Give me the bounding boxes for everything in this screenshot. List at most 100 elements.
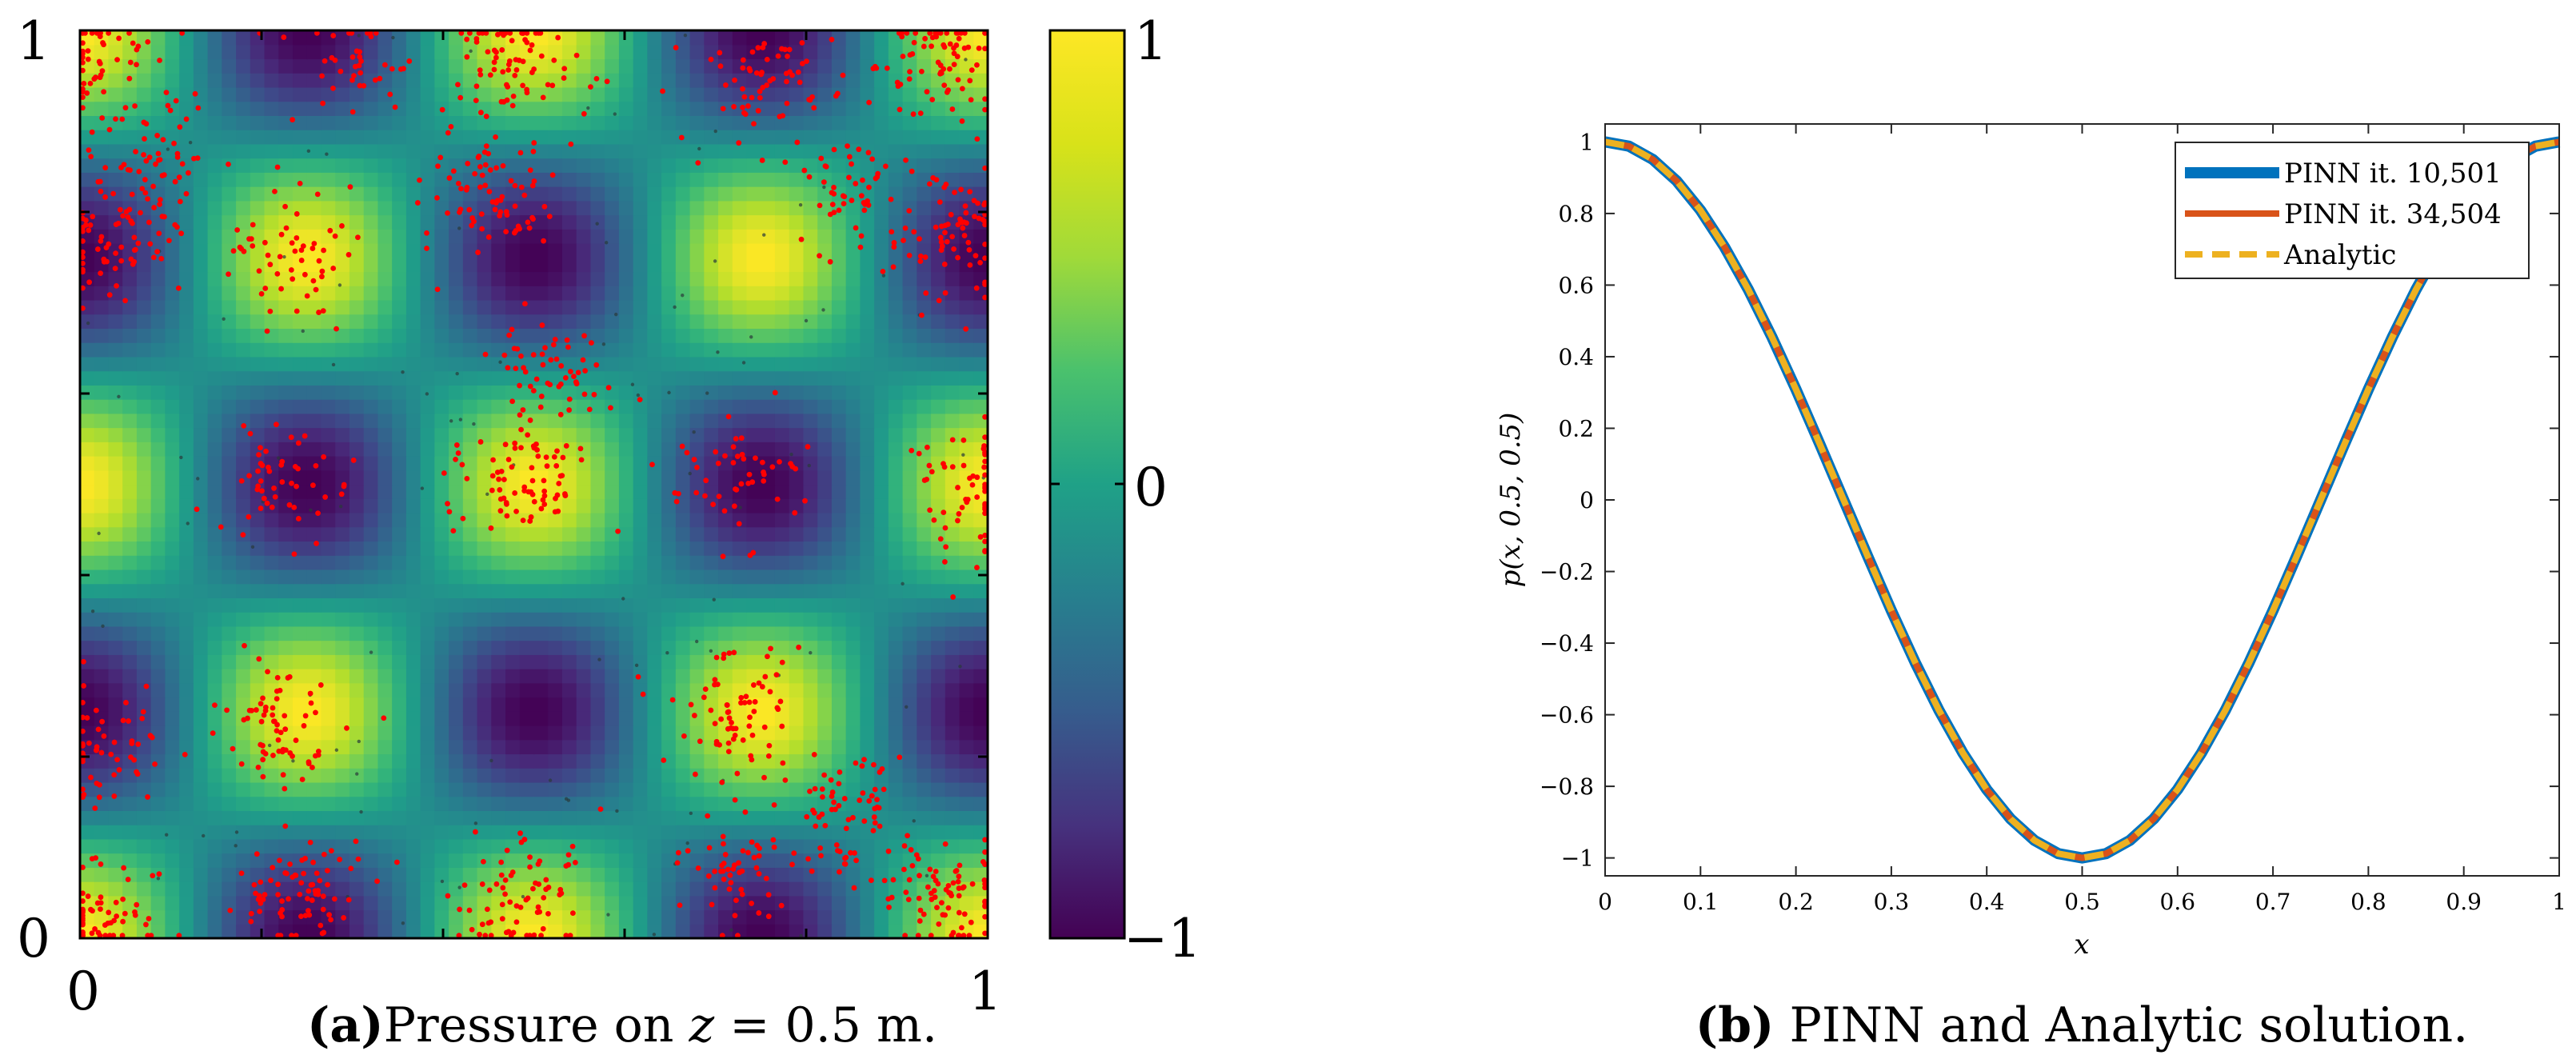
residual-point xyxy=(738,886,745,893)
residual-point xyxy=(581,391,588,398)
residual-point xyxy=(725,749,732,755)
residual-point xyxy=(348,865,354,872)
residual-point xyxy=(99,718,106,725)
residual-point xyxy=(509,102,516,109)
x-tick-label: 1 xyxy=(2552,889,2566,915)
residual-point xyxy=(597,806,604,813)
residual-point xyxy=(937,62,944,69)
residual-point xyxy=(660,88,665,94)
residual-point xyxy=(80,741,86,747)
residual-point xyxy=(86,147,92,153)
residual-point xyxy=(967,78,973,84)
residual-point xyxy=(949,234,956,240)
residual-point xyxy=(145,38,151,45)
residual-point xyxy=(817,202,823,209)
residual-point xyxy=(712,885,718,891)
residual-point xyxy=(150,873,156,879)
residual-point xyxy=(294,211,300,217)
caption-a: (a)Pressure on z = 0.5 m. xyxy=(307,997,937,1053)
residual-point xyxy=(355,234,361,241)
residual-point xyxy=(500,69,506,75)
residual-point xyxy=(955,518,961,524)
residual-point xyxy=(974,136,980,142)
residual-point xyxy=(529,182,536,189)
residual-point xyxy=(497,213,503,219)
residual-point xyxy=(543,454,549,461)
residual-point xyxy=(275,933,282,938)
collocation-point xyxy=(420,486,425,490)
residual-point xyxy=(111,772,118,778)
collocation-point xyxy=(548,778,553,782)
y-tick-label: 0.2 xyxy=(1558,415,1594,442)
residual-point xyxy=(793,466,799,472)
residual-point xyxy=(227,907,234,913)
residual-point xyxy=(901,238,906,244)
residual-point xyxy=(99,115,106,121)
residual-point xyxy=(194,506,200,513)
residual-point xyxy=(389,66,395,72)
residual-point xyxy=(157,197,163,203)
residual-point xyxy=(275,737,282,743)
residual-point xyxy=(558,363,565,369)
residual-point xyxy=(260,773,266,780)
residual-point xyxy=(344,725,349,731)
residual-point xyxy=(286,502,293,508)
residual-point xyxy=(841,796,848,801)
residual-point xyxy=(524,86,530,93)
residual-point xyxy=(165,102,171,109)
residual-point xyxy=(349,109,356,115)
residual-point xyxy=(924,476,930,482)
residual-point xyxy=(287,861,293,867)
residual-point xyxy=(89,856,95,862)
collocation-point xyxy=(964,58,968,62)
residual-point xyxy=(956,885,962,891)
residual-point xyxy=(488,919,494,925)
residual-point xyxy=(138,210,143,216)
residual-point xyxy=(486,887,493,893)
residual-point xyxy=(85,56,91,62)
residual-point xyxy=(80,94,86,101)
residual-point xyxy=(289,933,294,938)
heatmap xyxy=(80,30,988,939)
residual-point xyxy=(727,872,733,878)
residual-point xyxy=(813,823,819,829)
residual-point xyxy=(102,165,109,171)
residual-point xyxy=(777,458,782,465)
residual-point xyxy=(314,870,320,877)
residual-point xyxy=(441,470,447,476)
residual-point xyxy=(353,838,359,845)
residual-point xyxy=(905,833,910,839)
residual-point xyxy=(313,753,318,759)
residual-point xyxy=(122,910,128,917)
residual-point xyxy=(274,270,281,277)
residual-point xyxy=(562,493,569,499)
residual-point xyxy=(829,789,836,795)
residual-point xyxy=(974,62,980,68)
residual-point xyxy=(551,57,557,63)
residual-point xyxy=(98,749,105,756)
residual-point xyxy=(526,225,533,231)
residual-point xyxy=(717,63,724,70)
residual-point xyxy=(540,497,546,503)
residual-point xyxy=(505,62,512,68)
residual-point xyxy=(933,877,939,884)
residual-point xyxy=(498,872,505,878)
residual-point xyxy=(937,30,944,36)
residual-point xyxy=(287,750,294,756)
heatmap-x-tick-1: 1 xyxy=(968,961,1002,1022)
residual-point xyxy=(949,464,956,470)
residual-point xyxy=(319,268,325,274)
residual-point xyxy=(141,152,146,158)
residual-point xyxy=(329,54,335,61)
residual-point xyxy=(258,290,265,297)
residual-point xyxy=(749,49,756,55)
collocation-point xyxy=(455,371,459,376)
residual-point xyxy=(314,191,321,198)
residual-point xyxy=(260,749,266,755)
residual-point xyxy=(524,933,530,938)
residual-point xyxy=(842,855,848,861)
residual-point xyxy=(401,66,406,72)
residual-point xyxy=(757,94,763,101)
residual-point xyxy=(80,30,86,36)
